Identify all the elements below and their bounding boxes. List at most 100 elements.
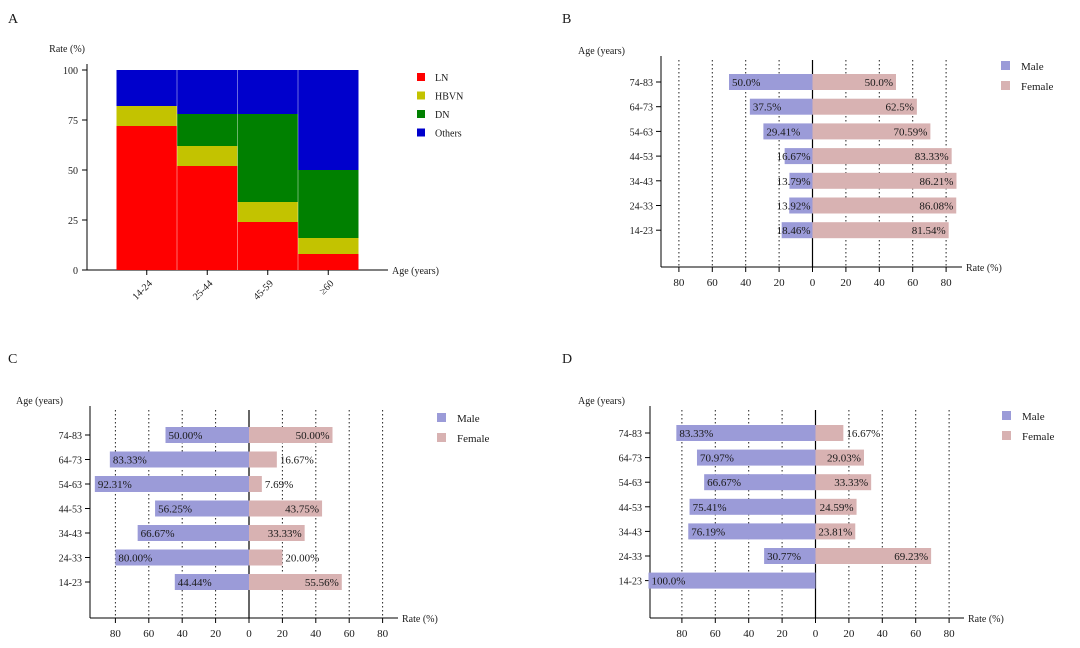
legend-swatch: [417, 110, 425, 118]
bar-female: [815, 474, 872, 491]
bar-male: [749, 98, 813, 115]
bar-male: [784, 148, 813, 165]
data-label-female: 29.03%: [827, 453, 861, 465]
legend-label: HBVN: [435, 92, 463, 103]
data-label-male: 66.67%: [707, 477, 741, 489]
bar-segment-ln: [177, 166, 238, 270]
bar-segment-hbvn: [237, 202, 298, 222]
bar-female: [812, 172, 957, 189]
data-label-male: 29.41%: [766, 126, 800, 138]
data-label-female: 7.69%: [265, 479, 293, 491]
bar-female: [812, 222, 949, 239]
legend-label: LN: [435, 73, 448, 84]
bar-male: [764, 548, 816, 564]
bar-segment-hbvn: [116, 106, 177, 126]
data-label-male: 13.92%: [777, 201, 811, 213]
legend-label: Male: [1022, 411, 1045, 423]
legend-swatch: [1001, 81, 1010, 90]
y-tick-label: 14-23: [630, 226, 653, 237]
y-tick-label: 14-23: [619, 577, 642, 588]
legend-swatch: [1002, 411, 1011, 420]
legend-label: Female: [1022, 431, 1054, 443]
data-label-male: 70.97%: [700, 453, 734, 465]
x-tick-label: 80: [673, 277, 685, 289]
data-label-female: 62.5%: [885, 102, 913, 114]
bar-female: [249, 500, 323, 517]
y-tick-label: 74-83: [59, 431, 82, 442]
x-tick-label: 40: [874, 277, 886, 289]
bar-segment-hbvn: [177, 146, 238, 166]
bar-male: [115, 549, 250, 566]
x-tick-label: 40: [877, 628, 889, 640]
bar-female: [812, 148, 952, 165]
x-tick-label: 45-59: [252, 278, 276, 302]
bar-male: [94, 476, 249, 492]
bar-segment-dn: [237, 114, 298, 202]
data-label-male: 16.67%: [777, 151, 811, 163]
x-tick-label: ≥60: [318, 278, 337, 297]
bar-female: [815, 498, 857, 515]
y-tick-label: 24-33: [59, 554, 82, 565]
bar-male: [155, 500, 249, 517]
x-axis-label: Rate (%): [402, 614, 438, 625]
bar-female: [249, 451, 277, 468]
panel-a: A Rate (%) Age (years) 0 25 50 75 100 14-24 25-44…: [8, 12, 463, 303]
x-tick-label: 14-24: [131, 278, 155, 302]
bar-segment-ln: [116, 126, 177, 270]
data-label-male: 100.0%: [652, 576, 686, 588]
data-label-female: 69.23%: [894, 551, 928, 563]
data-label-female: 24.59%: [820, 502, 854, 514]
panel-b: B Age (years) Rate (%) 80 60 40 20 0 20 40 60 80 74-…: [562, 12, 1053, 289]
y-tick-label: 100: [63, 66, 78, 77]
bar-segment-ln: [237, 222, 298, 270]
bar-segment-ln: [298, 254, 359, 270]
legend-swatch: [1002, 431, 1011, 440]
legend-swatch: [417, 128, 425, 137]
bar-male: [137, 525, 249, 541]
bar-female: [249, 427, 333, 443]
x-tick-label: 60: [907, 277, 919, 289]
bar-male: [763, 123, 813, 140]
x-tick-label: 80: [676, 628, 688, 640]
panel-letter: D: [562, 352, 572, 367]
x-tick-label: 0: [813, 628, 819, 640]
x-tick-label: 60: [344, 628, 356, 640]
y-tick-label: 74-83: [630, 78, 653, 89]
bar-male: [789, 197, 813, 214]
bar-female: [812, 197, 957, 214]
bar-female: [815, 523, 856, 540]
y-tick-label: 34-43: [619, 527, 642, 538]
panel-d: D Age (years) Rate (%) 80 60 40 20 0 20 40 60 80 74-…: [562, 352, 1054, 640]
bar-female: [249, 549, 283, 566]
x-axis-label: Rate (%): [968, 614, 1004, 625]
bar-female: [249, 574, 342, 590]
x-axis-label: Rate (%): [966, 263, 1002, 274]
data-label-male: 66.67%: [141, 528, 175, 540]
data-label-female: 70.59%: [893, 126, 927, 138]
y-tick-label: 54-63: [619, 478, 642, 489]
bar-segment-dn: [177, 114, 238, 146]
x-tick-label: 0: [810, 277, 816, 289]
bar-male: [689, 498, 816, 515]
bar-male: [648, 572, 816, 589]
y-tick-label: 34-43: [630, 177, 653, 188]
x-tick-label: 40: [740, 277, 752, 289]
bar-female: [812, 123, 931, 140]
data-label-male: 76.19%: [691, 526, 725, 538]
bar-male: [781, 222, 813, 239]
bar-female: [815, 425, 844, 441]
y-axis-label: Age (years): [16, 396, 63, 407]
y-tick-label: 24-33: [619, 552, 642, 563]
bar-male: [789, 172, 813, 189]
data-label-female: 81.54%: [912, 225, 946, 237]
data-label-male: 37.5%: [753, 102, 781, 114]
legend-swatch: [417, 91, 425, 100]
y-tick-label: 0: [73, 266, 78, 277]
x-tick-label: 60: [910, 628, 922, 640]
y-tick-label: 54-63: [59, 480, 82, 491]
data-label-male: 80.00%: [118, 553, 152, 565]
x-tick-label: 20: [777, 628, 789, 640]
legend-label: DN: [435, 110, 449, 121]
x-tick-label: 20: [277, 628, 289, 640]
data-label-female: 20.00%: [285, 553, 319, 565]
